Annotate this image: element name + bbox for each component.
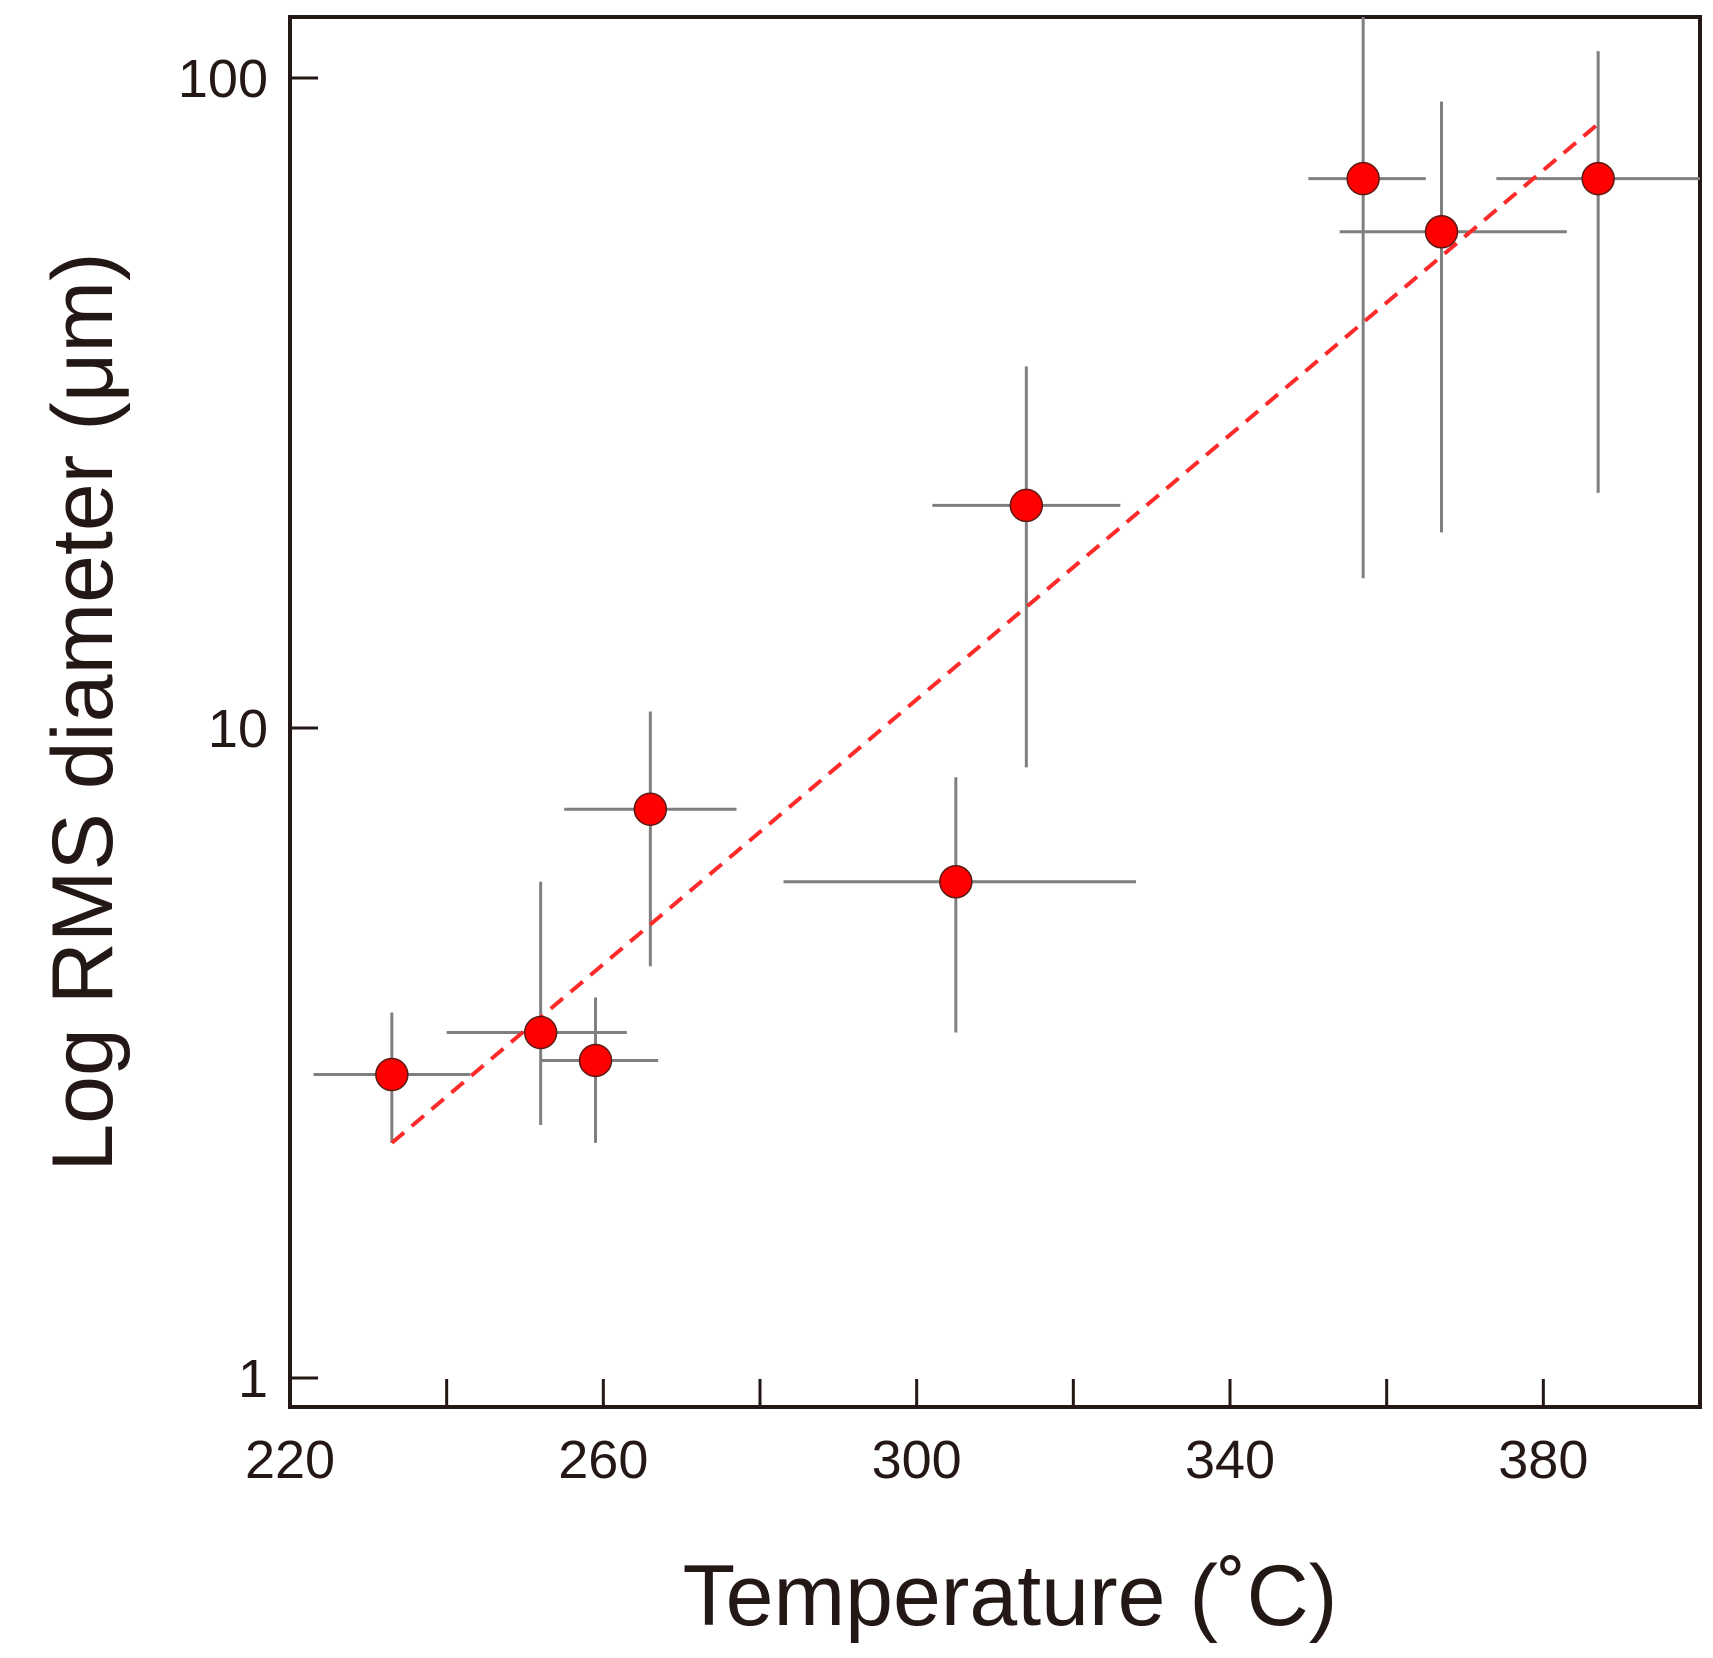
plot-area-frame: [288, 15, 1702, 1409]
data-point-2: [523, 1015, 558, 1050]
x-tick-label-220: 220: [245, 1430, 335, 1490]
x-tick-label-260: 260: [558, 1430, 648, 1490]
data-point-7: [1346, 161, 1380, 196]
data-point-8: [1424, 215, 1459, 249]
y-axis-title: Log RMS diameter (μm): [35, 252, 131, 1171]
fit-line: [390, 122, 1600, 1145]
y-tick-label-100: 100: [178, 49, 268, 109]
data-point-3: [578, 1043, 613, 1078]
x-axis-tick-labels: 220 260 300 340 380: [245, 1430, 1588, 1490]
y-axis-tick-labels: 1 10 100: [178, 49, 268, 1409]
y-tick-label-1: 1: [238, 1349, 268, 1409]
data-point-1: [375, 1057, 409, 1092]
error-bars: [313, 17, 1700, 1143]
x-tick-label-300: 300: [872, 1430, 962, 1490]
data-points: [375, 161, 1615, 1092]
x-tick-label-380: 380: [1498, 1430, 1588, 1490]
data-point-6: [1009, 488, 1044, 523]
x-axis-ticks: [288, 1379, 1545, 1407]
data-point-9: [1581, 161, 1615, 196]
x-axis-title: Temperature (˚C): [683, 1548, 1338, 1644]
data-point-5: [939, 865, 973, 899]
y-tick-label-10: 10: [208, 699, 268, 759]
data-point-4: [633, 792, 668, 826]
y-axis-ticks: [290, 76, 318, 1380]
x-tick-label-340: 340: [1185, 1430, 1275, 1490]
